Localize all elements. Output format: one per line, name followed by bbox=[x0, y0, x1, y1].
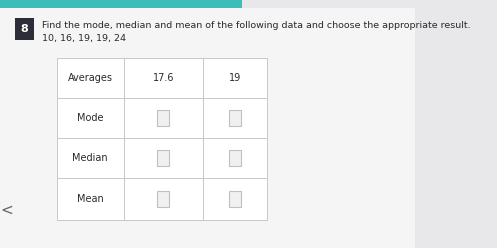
Bar bbox=[57, 178, 124, 220]
Bar bbox=[124, 58, 203, 98]
Bar bbox=[57, 138, 124, 178]
Bar bbox=[0, 0, 242, 8]
Bar bbox=[229, 150, 241, 166]
Bar bbox=[229, 191, 241, 207]
Bar bbox=[203, 138, 267, 178]
Text: Median: Median bbox=[73, 153, 108, 163]
Text: 10, 16, 19, 19, 24: 10, 16, 19, 19, 24 bbox=[42, 33, 126, 42]
Text: 19: 19 bbox=[229, 73, 241, 83]
Text: Mean: Mean bbox=[77, 194, 104, 204]
Bar bbox=[124, 138, 203, 178]
Bar bbox=[158, 191, 169, 207]
Bar bbox=[203, 58, 267, 98]
Bar bbox=[57, 98, 124, 138]
Bar bbox=[203, 98, 267, 138]
Bar bbox=[158, 110, 169, 126]
Bar bbox=[203, 178, 267, 220]
Bar bbox=[229, 110, 241, 126]
Text: Averages: Averages bbox=[68, 73, 113, 83]
Bar bbox=[57, 58, 124, 98]
Text: 8: 8 bbox=[20, 24, 28, 34]
Bar bbox=[124, 178, 203, 220]
Bar bbox=[15, 18, 33, 40]
Bar bbox=[158, 150, 169, 166]
Text: Mode: Mode bbox=[77, 113, 103, 123]
Text: <: < bbox=[0, 203, 13, 217]
Text: Find the mode, median and mean of the following data and choose the appropriate : Find the mode, median and mean of the fo… bbox=[42, 22, 471, 31]
Text: 17.6: 17.6 bbox=[153, 73, 174, 83]
Bar bbox=[124, 98, 203, 138]
